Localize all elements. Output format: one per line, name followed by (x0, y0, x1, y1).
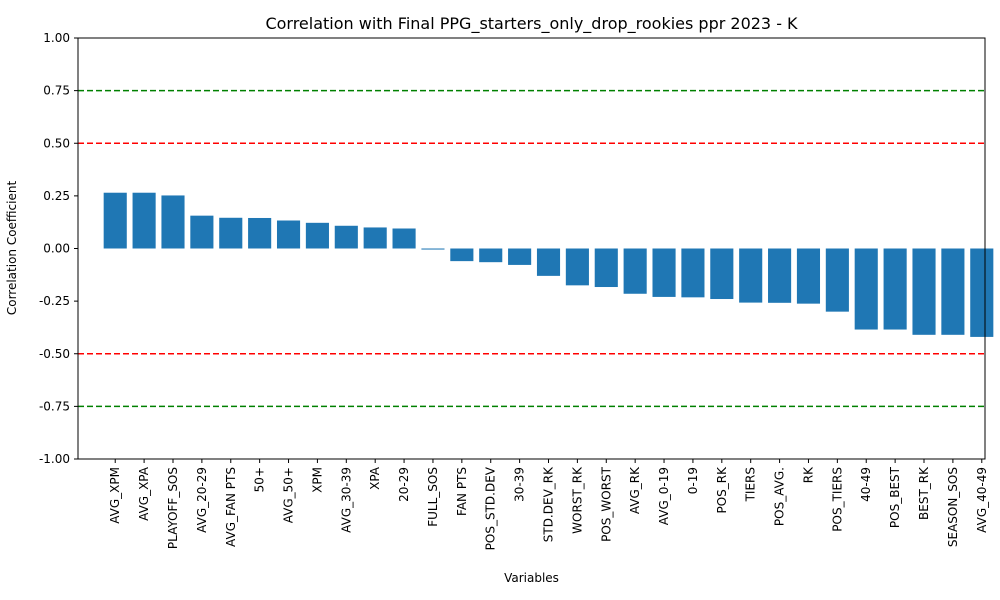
y-tick-label-0: -1.00 (39, 452, 70, 466)
bar-2 (161, 195, 185, 249)
x-tick-label-9: XPA (368, 466, 382, 490)
bar-16 (565, 248, 589, 286)
plot-area: -1.00 -0.75 -0.50 -0.25 0.00 0.25 0.50 0.75 1.00… (39, 31, 994, 550)
x-tick-label-22: TIERS (744, 467, 758, 502)
bar-19 (652, 248, 676, 297)
y-tick-label-7: 0.75 (43, 84, 70, 98)
x-tick-label-1: AVG_XPA (137, 466, 151, 521)
chart-title: Correlation with Final PPG_starters_only… (265, 14, 798, 34)
x-tick-label-5: 50+ (253, 467, 267, 492)
bar-17 (594, 248, 618, 288)
y-tick-label-6: 0.50 (43, 136, 70, 150)
x-tick-label-12: FAN PTS (455, 467, 469, 516)
bar-8 (334, 225, 358, 249)
bar-9 (363, 227, 387, 249)
x-tick-label-11: FULL_SOS (426, 467, 440, 527)
bar-6 (276, 220, 301, 249)
x-tick-label-3: AVG_20-29 (195, 467, 209, 533)
bar-3 (190, 215, 214, 249)
bar-14 (508, 248, 532, 265)
bar-20 (681, 248, 705, 298)
x-tick-label-7: XPM (310, 467, 324, 493)
x-tick-label-0: AVG_XPM (108, 467, 122, 524)
x-tick-label-15: STD.DEV_RK (542, 466, 556, 542)
x-tick-label-14: 30-39 (513, 467, 527, 502)
bar-25 (825, 248, 849, 312)
bar-4 (219, 217, 243, 249)
x-tick-label-28: BEST_RK (917, 466, 931, 520)
x-tick-label-24: RK (801, 466, 815, 483)
bar-1 (132, 192, 156, 249)
bar-30 (970, 248, 994, 337)
bar-5 (248, 217, 272, 249)
bar-0 (103, 192, 127, 249)
x-axis-label: Variables (504, 571, 559, 585)
x-tick-label-25: POS_TIERS (830, 467, 844, 532)
y-tick-label-2: -0.50 (39, 347, 70, 361)
x-tick-label-2: PLAYOFF_SOS (166, 467, 180, 549)
bar-21 (710, 248, 734, 300)
x-tick-label-26: 40-49 (859, 467, 873, 502)
bar-28 (912, 248, 936, 335)
x-tick-label-19: AVG_0-19 (657, 467, 671, 525)
bar-24 (796, 248, 821, 304)
bar-15 (536, 248, 561, 276)
plot-frame (77, 37, 986, 460)
x-tick-label-17: POS_WORST (599, 466, 613, 542)
x-tick-label-27: POS_BEST (888, 466, 902, 528)
y-tick-label-8: 1.00 (43, 31, 70, 45)
bar-22 (739, 248, 763, 303)
bar-18 (623, 248, 647, 294)
y-axis-label: Correlation Coefficient (5, 181, 19, 316)
x-tick-label-23: POS_AVG. (773, 467, 787, 526)
x-tick-label-16: WORST_RK (570, 466, 584, 534)
x-tick-label-20: 0-19 (686, 467, 700, 494)
y-tick-label-4: 0.00 (43, 242, 70, 256)
x-tick-label-13: POS_STD.DEV (484, 466, 498, 550)
bar-26 (854, 248, 878, 330)
bar-10 (392, 228, 416, 249)
bar-23 (768, 248, 792, 303)
bar-7 (305, 222, 329, 249)
bar-27 (883, 248, 907, 330)
bar-13 (479, 248, 503, 263)
y-tick-label-3: -0.25 (39, 294, 70, 308)
y-tick-label-1: -0.75 (39, 399, 70, 413)
x-tick-label-8: AVG_30-39 (339, 467, 353, 533)
x-tick-label-30: AVG_40-49 (975, 467, 989, 533)
x-tick-label-4: AVG_FAN PTS (224, 467, 238, 547)
x-tick-label-29: SEASON_SOS (946, 467, 960, 547)
bar-11 (421, 248, 445, 250)
bar-29 (941, 248, 965, 335)
y-tick-label-5: 0.25 (43, 189, 70, 203)
x-tick-label-6: AVG_50+ (282, 467, 296, 523)
x-tick-label-18: AVG_RK (628, 466, 642, 514)
bar-12 (450, 248, 474, 262)
x-tick-label-10: 20-29 (397, 467, 411, 502)
x-tick-label-21: POS_RK (715, 466, 729, 514)
